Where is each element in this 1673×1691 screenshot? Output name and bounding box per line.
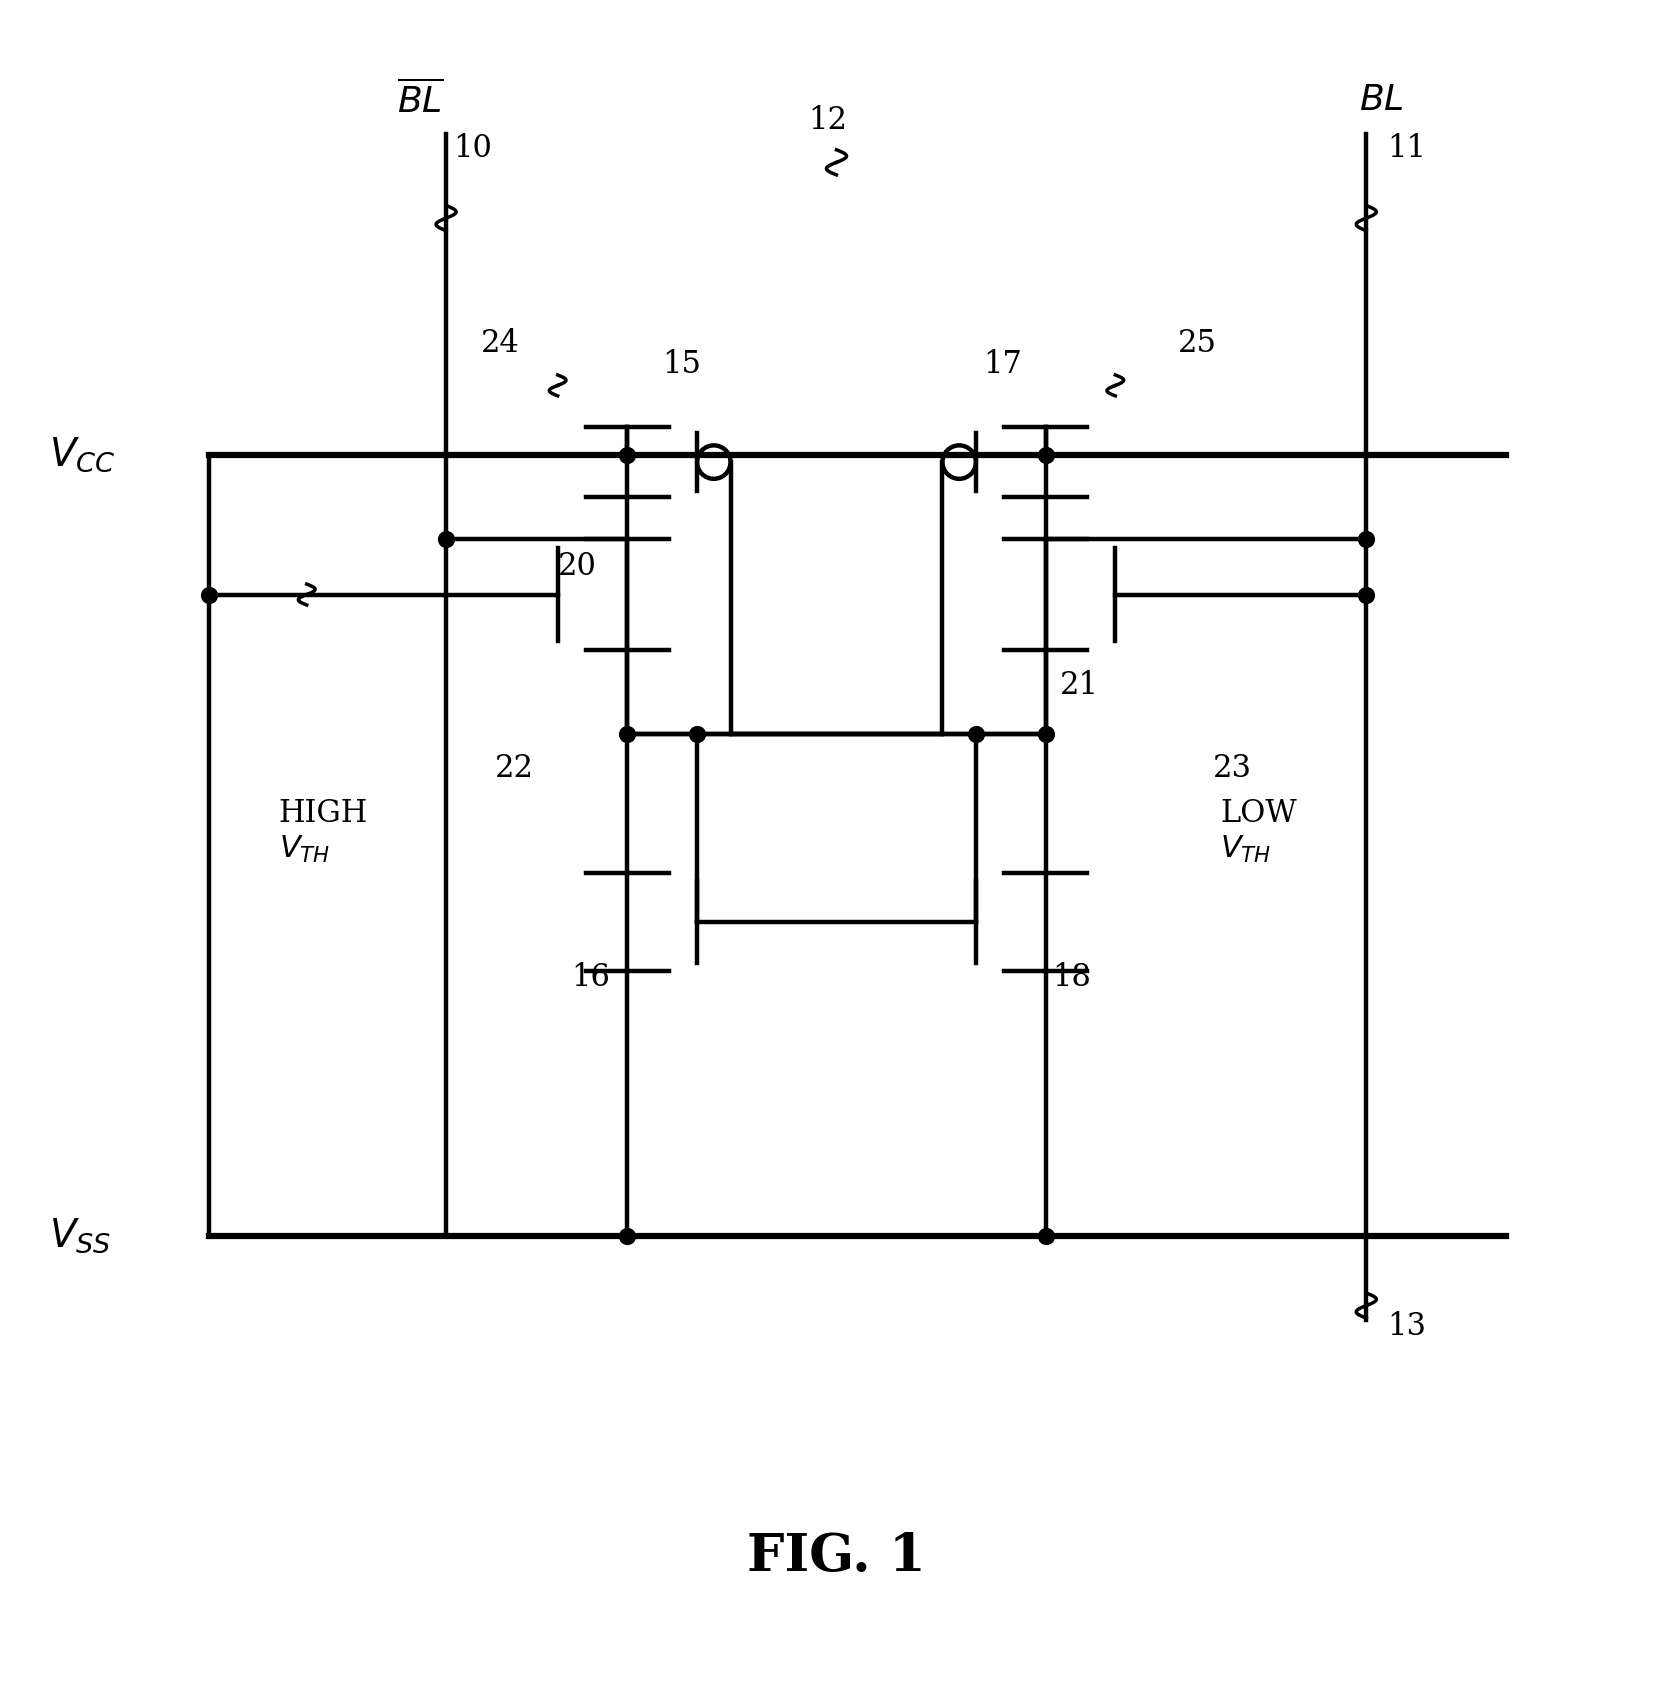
- Text: 25: 25: [1178, 328, 1216, 358]
- Point: [1353, 526, 1380, 553]
- Text: $\overline{BL}$: $\overline{BL}$: [397, 79, 445, 120]
- Text: 20: 20: [557, 551, 597, 582]
- Text: FIG. 1: FIG. 1: [748, 1530, 925, 1583]
- Text: 18: 18: [1052, 962, 1091, 993]
- Point: [1032, 720, 1059, 747]
- Point: [614, 720, 641, 747]
- Text: 17: 17: [982, 348, 1022, 380]
- Text: $V_{CC}$: $V_{CC}$: [49, 436, 115, 475]
- Point: [433, 526, 460, 553]
- Point: [962, 720, 989, 747]
- Point: [196, 582, 223, 609]
- Text: 22: 22: [495, 752, 534, 785]
- Text: 21: 21: [1059, 670, 1099, 700]
- Text: 11: 11: [1387, 134, 1425, 164]
- Text: HIGH
$V_{TH}$: HIGH $V_{TH}$: [279, 798, 368, 866]
- Point: [1353, 582, 1380, 609]
- Text: 13: 13: [1387, 1311, 1425, 1343]
- Text: 16: 16: [572, 962, 611, 993]
- Point: [614, 1223, 641, 1250]
- Point: [1032, 441, 1059, 468]
- Point: [684, 720, 711, 747]
- Text: LOW
$V_{TH}$: LOW $V_{TH}$: [1220, 798, 1297, 866]
- Text: 24: 24: [482, 328, 520, 358]
- Text: 12: 12: [808, 105, 848, 135]
- Text: $V_{SS}$: $V_{SS}$: [49, 1216, 110, 1255]
- Text: 15: 15: [663, 348, 701, 380]
- Point: [614, 441, 641, 468]
- Text: 23: 23: [1213, 752, 1251, 785]
- Text: $BL$: $BL$: [1358, 83, 1404, 117]
- Text: 10: 10: [453, 134, 492, 164]
- Point: [1032, 1223, 1059, 1250]
